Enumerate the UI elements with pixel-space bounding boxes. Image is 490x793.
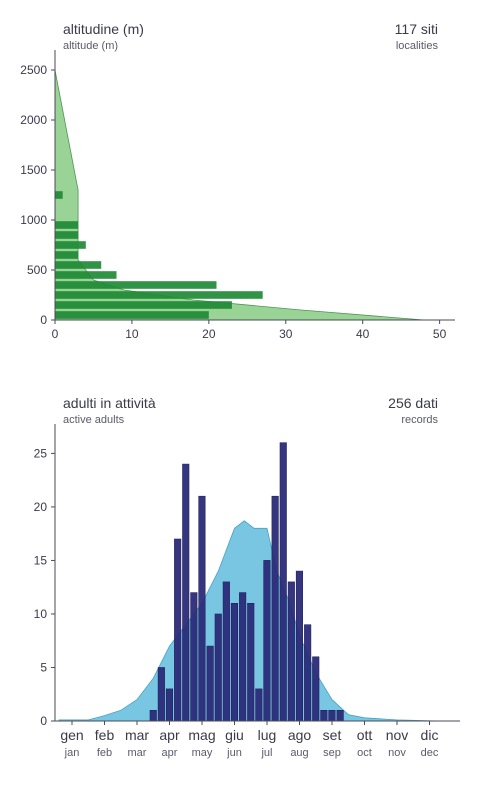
month-label-en: mar (128, 747, 147, 759)
month-label-en: nov (388, 747, 406, 759)
altitude-axes: 0 500 1000 1500 2000 2500 0 10 20 30 40 50 (20, 50, 455, 341)
activity-bar (190, 592, 198, 722)
activity-bar (320, 709, 328, 722)
x-tick-label: 40 (356, 327, 370, 341)
activity-bar (222, 581, 230, 722)
altitude-bar (55, 291, 263, 299)
activity-bar (287, 581, 295, 722)
activity-bar (312, 656, 320, 722)
activity-bar (174, 538, 182, 722)
y-tick-label: 2500 (20, 63, 47, 77)
month-label-it: ago (288, 727, 312, 743)
y-tick-label: 20 (34, 500, 48, 514)
activity-bar (214, 613, 222, 722)
activity-axes: 0510152025genjanfebfebmarmarapraprmagmay… (34, 424, 460, 759)
month-label-it: set (323, 727, 342, 743)
activity-bar (206, 645, 214, 722)
activity-profile-area (58, 520, 440, 722)
y-tick-label: 0 (40, 313, 47, 327)
month-label-en: oct (357, 747, 372, 759)
activity-bar (271, 495, 279, 722)
activity-bar (328, 709, 336, 722)
adults-subtitle: active adults (63, 414, 125, 426)
month-label-it: mag (188, 727, 215, 743)
y-tick-label: 10 (34, 607, 48, 621)
activity-bar (295, 570, 304, 722)
month-label-en: jan (64, 747, 80, 759)
activity-bar (336, 709, 344, 722)
x-tick-label: 10 (125, 327, 139, 341)
month-label-en: apr (162, 747, 178, 759)
activity-bar (157, 667, 165, 722)
month-label-en: may (192, 747, 213, 759)
month-label-en: dec (421, 747, 439, 759)
x-tick-label: 0 (52, 327, 59, 341)
month-label-en: aug (290, 747, 308, 759)
month-label-en: feb (97, 747, 112, 759)
activity-bar (304, 624, 312, 722)
altitude-bar (55, 251, 79, 259)
activity-bar (279, 442, 287, 722)
activity-bar (182, 463, 190, 722)
records-count: 256 dati (388, 395, 438, 411)
altitude-bar (55, 271, 117, 279)
altitude-bars (55, 191, 263, 319)
y-tick-label: 25 (34, 446, 48, 460)
activity-profile-shape (58, 520, 440, 722)
month-label-en: sep (323, 747, 341, 759)
records-count-sublabel: records (401, 414, 438, 426)
y-tick-label: 0 (40, 714, 47, 728)
altitude-bar (55, 241, 86, 249)
altitude-bar (55, 281, 217, 289)
month-label-it: giu (225, 727, 244, 743)
activity-bar (198, 495, 206, 722)
altitude-chart: altitudine (m) altitude (m) 117 siti loc… (20, 21, 455, 341)
altitude-subtitle: altitude (m) (63, 40, 118, 52)
activity-bar (165, 688, 173, 722)
activity-bar (255, 688, 263, 722)
month-label-it: dic (421, 727, 439, 743)
altitude-bar (55, 231, 79, 239)
activity-bar (230, 602, 238, 722)
month-label-it: nov (386, 727, 409, 743)
altitude-bar (55, 191, 63, 199)
month-label-en: jun (226, 747, 242, 759)
altitude-bar (55, 301, 232, 309)
altitude-bar (55, 221, 79, 229)
y-tick-label: 500 (27, 263, 47, 277)
adults-title: adulti in attività (63, 395, 156, 411)
y-tick-label: 1500 (20, 163, 47, 177)
sites-count: 117 siti (395, 21, 438, 37)
month-label-it: gen (60, 727, 83, 743)
month-label-en: jul (260, 747, 272, 759)
activity-bar (263, 560, 271, 722)
month-label-it: apr (159, 727, 180, 743)
y-tick-label: 5 (40, 660, 47, 674)
activity-bar (247, 602, 255, 722)
x-tick-label: 30 (279, 327, 293, 341)
x-tick-label: 50 (433, 327, 447, 341)
activity-bar (149, 709, 157, 722)
y-tick-label: 2000 (20, 113, 47, 127)
month-label-it: feb (95, 727, 115, 743)
altitude-title: altitudine (m) (63, 21, 144, 37)
month-label-it: mar (125, 727, 149, 743)
month-label-it: ott (357, 727, 373, 743)
y-tick-label: 1000 (20, 213, 47, 227)
activity-bars (149, 442, 344, 722)
x-tick-label: 20 (202, 327, 216, 341)
y-tick-label: 15 (34, 553, 48, 567)
sites-count-sublabel: localities (396, 40, 439, 52)
altitude-bar (55, 261, 102, 269)
activity-bar (239, 592, 247, 722)
month-label-it: lug (258, 727, 277, 743)
altitude-bar (55, 311, 209, 319)
